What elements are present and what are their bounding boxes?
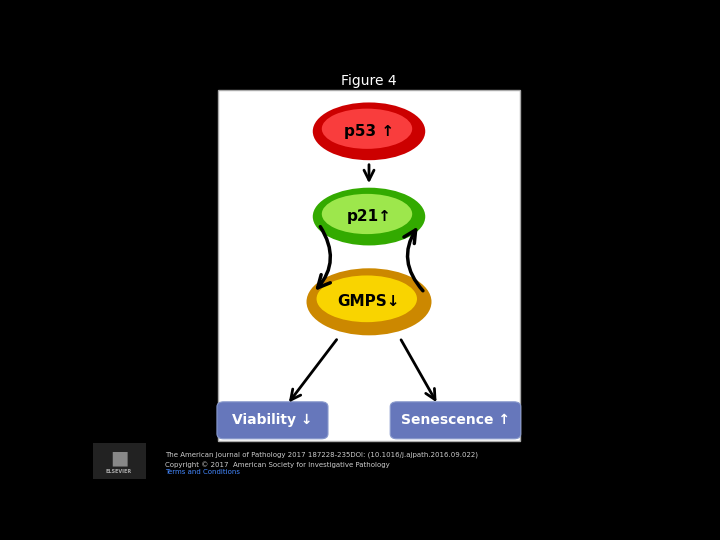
- FancyBboxPatch shape: [390, 402, 521, 439]
- Text: Copyright © 2017  American Society for Investigative Pathology: Copyright © 2017 American Society for In…: [166, 462, 395, 468]
- Text: Figure 4: Figure 4: [341, 73, 397, 87]
- Ellipse shape: [312, 103, 426, 160]
- Text: Viability ↓: Viability ↓: [233, 413, 312, 427]
- Text: p53 ↑: p53 ↑: [344, 124, 394, 139]
- Text: Terms and Conditions: Terms and Conditions: [166, 469, 240, 475]
- Ellipse shape: [322, 194, 412, 234]
- Ellipse shape: [322, 109, 412, 149]
- Text: ■: ■: [110, 448, 128, 467]
- Text: The American Journal of Pathology 2017 187228-235DOI: (10.1016/j.ajpath.2016.09.: The American Journal of Pathology 2017 1…: [166, 451, 478, 458]
- FancyBboxPatch shape: [217, 402, 328, 439]
- Text: Senescence ↑: Senescence ↑: [401, 413, 510, 427]
- FancyBboxPatch shape: [93, 443, 145, 478]
- Text: ELSEVIER: ELSEVIER: [106, 469, 132, 474]
- Ellipse shape: [317, 275, 417, 322]
- Text: GMPS↓: GMPS↓: [338, 294, 400, 309]
- Ellipse shape: [312, 188, 426, 246]
- FancyBboxPatch shape: [218, 90, 520, 441]
- Ellipse shape: [307, 268, 431, 335]
- Text: p21↑: p21↑: [346, 209, 392, 224]
